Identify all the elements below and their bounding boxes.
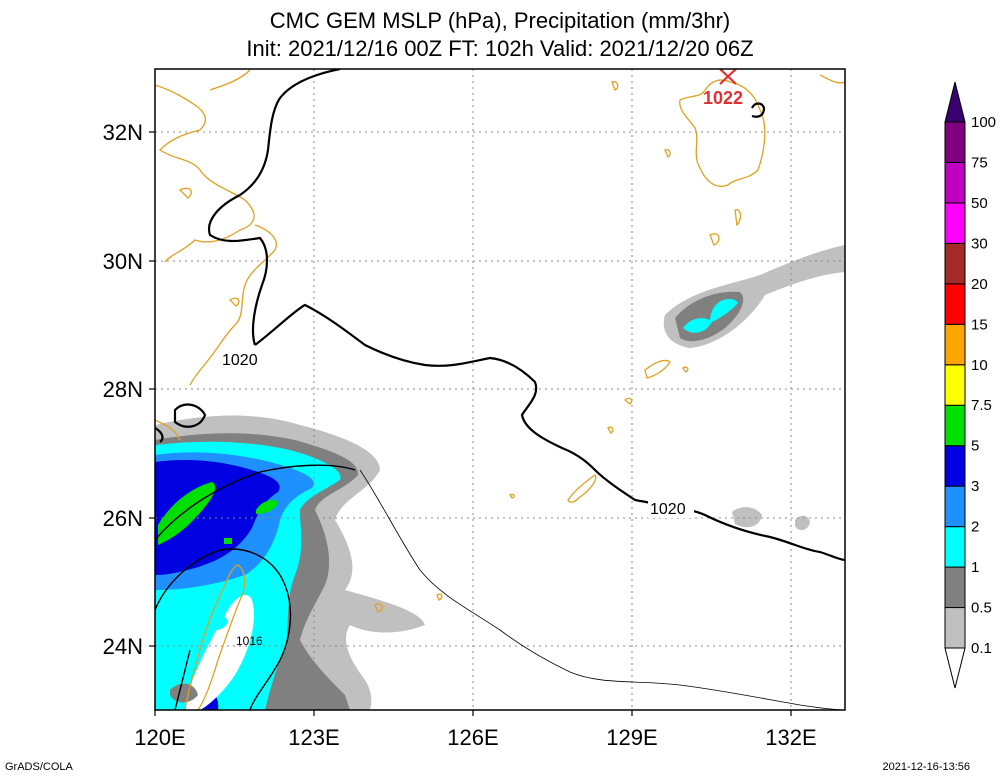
colorbar-swatch: [944, 161, 966, 204]
precip-5-small: [256, 500, 278, 514]
colorbar-swatch: [944, 283, 966, 325]
colorbar-label: 3: [971, 478, 979, 495]
colorbar-swatch: [944, 445, 966, 487]
y-tick-label: 32N: [103, 120, 143, 145]
chart-subtitle: Init: 2021/12/16 00Z FT: 102h Valid: 202…: [246, 36, 754, 61]
tick-marks: [149, 131, 792, 716]
colorbar-swatch: [944, 526, 966, 568]
colorbar-max-triangle: [944, 81, 966, 123]
high-center-marker: 1022: [703, 69, 743, 108]
y-tick-label: 28N: [103, 377, 143, 402]
coastlines: [155, 69, 845, 710]
colorbar-label: 1: [971, 559, 979, 576]
isobar-label-1020-west: 1020: [222, 352, 258, 369]
precip-east-cyan: [683, 298, 738, 333]
colorbar-swatch: [944, 242, 966, 285]
isobar-label-1020-east: 1020: [650, 501, 686, 518]
isobar-labels: 1020 1020 1016: [220, 348, 694, 648]
colorbar-label: 10: [971, 357, 988, 374]
colorbar-label: 30: [971, 235, 988, 252]
colorbar-label: 15: [971, 316, 988, 333]
precip-5-dot: [224, 538, 232, 544]
precip-gap: [185, 595, 255, 710]
colorbar-swatch: [944, 121, 966, 163]
high-center-label: 1022: [703, 88, 743, 108]
colorbar-label: 20: [971, 276, 988, 293]
colorbar-swatch: [944, 323, 966, 366]
x-axis-labels: 120E 123E 126E 129E 132E: [134, 725, 816, 750]
colorbar-label: 2: [971, 519, 979, 536]
x-tick-label: 123E: [288, 725, 339, 750]
isobars: [155, 69, 845, 562]
colorbar-label: 0.1: [971, 640, 992, 657]
precip-small-1: [732, 507, 762, 528]
colorbar-label: 0.5: [971, 600, 992, 617]
y-tick-label: 26N: [103, 506, 143, 531]
colorbar-swatch: [944, 485, 966, 528]
colorbar-swatch: [944, 566, 966, 609]
x-tick-label: 126E: [447, 725, 498, 750]
precip-5: [158, 482, 216, 545]
isobars-thin: [155, 464, 356, 710]
isobar-label-1016: 1016: [236, 634, 263, 648]
y-axis-labels: 24N 26N 28N 30N 32N: [103, 120, 143, 659]
colorbar-min-triangle: [944, 647, 966, 689]
colorbar-swatch: [944, 404, 966, 447]
chart-title: CMC GEM MSLP (hPa), Precipitation (mm/3h…: [269, 8, 731, 33]
precip-small-2: [795, 515, 810, 531]
map-plot: 1020 1020 1016 1022: [155, 69, 845, 710]
footer-grads-label: GrADS/COLA: [5, 761, 73, 773]
precip-3: [155, 460, 280, 575]
colorbar-label: 50: [971, 195, 988, 212]
x-tick-label: 129E: [606, 725, 657, 750]
x-tick-label: 120E: [134, 725, 185, 750]
colorbar-swatch: [944, 607, 966, 649]
y-tick-label: 24N: [103, 634, 143, 659]
colorbar-swatch: [944, 202, 966, 244]
colorbar-label: 75: [971, 154, 988, 171]
colorbar-swatch: [944, 364, 966, 406]
colorbar: 0.1 0.5 1 2 3 5 7.5 10 15 20 30 50 75 100: [944, 81, 996, 689]
x-tick-label: 132E: [765, 725, 816, 750]
colorbar-label: 7.5: [971, 397, 992, 414]
y-tick-label: 30N: [103, 249, 143, 274]
precip-gray-spot: [170, 683, 198, 703]
colorbar-label: 5: [971, 438, 979, 455]
precip-east-dark: [675, 291, 744, 342]
footer-timestamp: 2021-12-16-13:56: [882, 761, 970, 773]
track-line: [359, 469, 845, 710]
colorbar-label: 100: [971, 114, 996, 131]
